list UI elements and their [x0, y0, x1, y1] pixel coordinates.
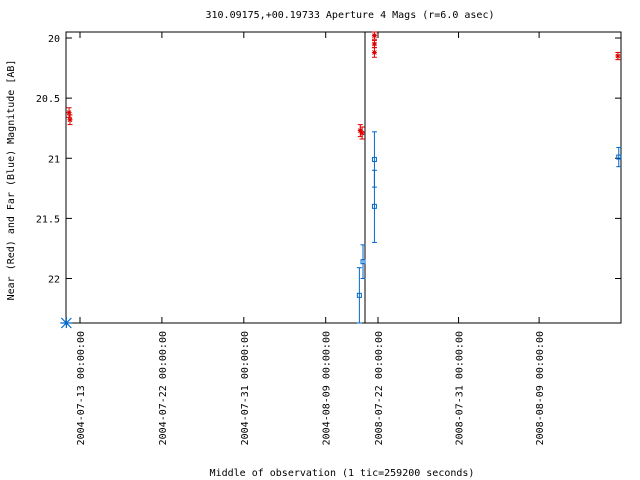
data-point — [371, 49, 377, 55]
x-tick-label: 2004-08-09 00:00:00 — [322, 331, 333, 445]
y-tick-label: 21 — [48, 154, 60, 165]
x-tick-label: 2008-07-31 00:00:00 — [455, 331, 466, 445]
y-axis-label: Near (Red) and Far (Blue) Magnitude [AB] — [6, 60, 17, 301]
x-tick-label: 2008-07-22 00:00:00 — [374, 331, 385, 445]
data-point — [357, 128, 363, 134]
data-point — [371, 156, 377, 162]
data-point — [616, 154, 622, 160]
x-axis-label: Middle of observation (1 tic=259200 seco… — [210, 468, 475, 479]
chart-title: 310.09175,+00.19733 Aperture 4 Mags (r=6… — [206, 10, 495, 21]
data-point — [356, 292, 362, 298]
data-point — [371, 33, 377, 39]
x-tick-label: 2004-07-13 00:00:00 — [76, 331, 87, 445]
y-tick-label: 20 — [48, 34, 60, 45]
data-point — [615, 53, 621, 59]
y-tick-label: 22 — [48, 275, 60, 286]
data-point — [371, 203, 377, 209]
data-point — [371, 41, 377, 47]
plot-area: 20 20.5 21 21.5 22 2004-07-13 00:00:00 2004-07… — [36, 31, 622, 445]
data-point — [360, 259, 366, 265]
plot-frame — [65, 31, 622, 324]
data-point — [67, 117, 73, 123]
upper-limit-marker — [60, 317, 73, 329]
data-point — [359, 130, 365, 136]
x-tick-label: 2008-08-09 00:00:00 — [535, 331, 546, 445]
data-point — [66, 110, 72, 116]
y-tick-label: 20.5 — [36, 94, 60, 105]
x-tick-label: 2004-07-31 00:00:00 — [240, 331, 251, 445]
y-tick-label: 21.5 — [36, 214, 60, 225]
x-tick-label: 2004-07-22 00:00:00 — [158, 331, 169, 445]
